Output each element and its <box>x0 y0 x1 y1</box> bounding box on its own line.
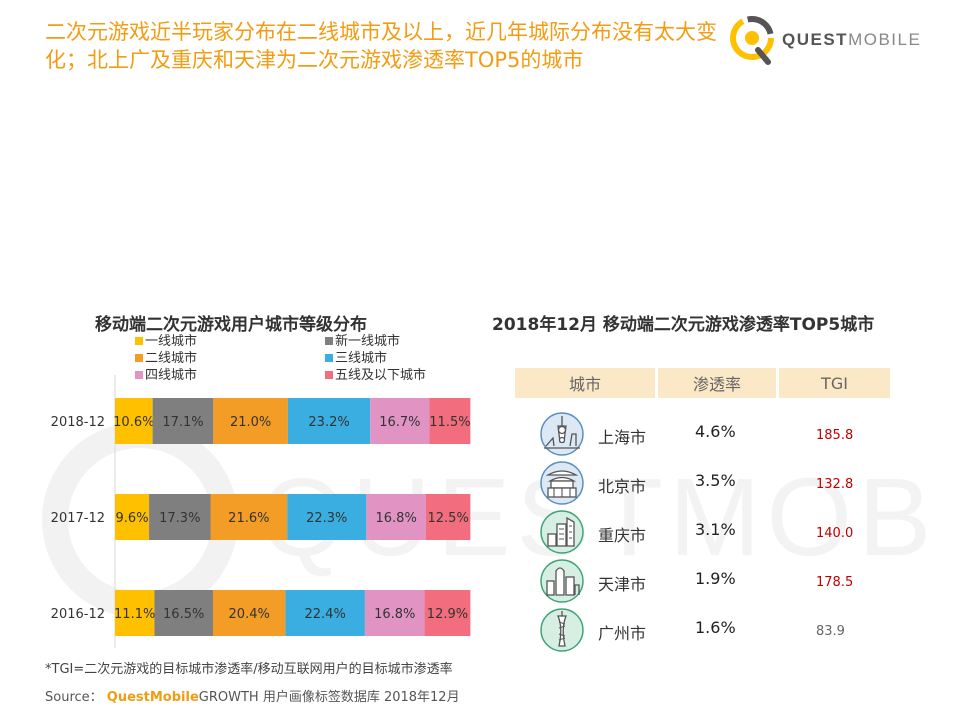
data-label: 23.2% <box>308 415 349 430</box>
category-label: 2016-12 <box>51 607 105 622</box>
legend-swatch <box>135 354 143 362</box>
legend-label: 二线城市 <box>145 350 197 366</box>
table-row: 北京市 3.5% 132.8 <box>540 461 900 505</box>
legend-label: 一线城市 <box>145 333 197 349</box>
bar-chart-title: 移动端二次元游戏用户城市等级分布 <box>95 315 367 335</box>
legend-label: 五线及以下城市 <box>335 367 426 383</box>
bar-segment <box>149 494 211 540</box>
data-label: 17.3% <box>159 511 200 526</box>
data-label: 22.3% <box>306 511 347 526</box>
legend-swatch <box>135 337 143 345</box>
tianjin-skyline-icon <box>540 559 584 603</box>
logo-word-mobile: MOBILE <box>848 30 922 49</box>
city-tgi: 132.8 <box>816 477 854 492</box>
guangzhou-tower-icon <box>540 608 584 652</box>
logo-word-quest: QUEST <box>782 30 849 49</box>
column-header-tgi: TGI <box>779 368 890 398</box>
bar-segment <box>366 494 426 540</box>
page-headline: 二次元游戏近半玩家分布在二线城市及以上，近几年城际分布没有太大变化；北上广及重庆… <box>45 20 717 72</box>
data-label: 21.0% <box>230 415 271 430</box>
data-label: 12.9% <box>427 607 468 622</box>
data-label: 11.1% <box>114 607 155 622</box>
data-label: 10.6% <box>113 415 154 430</box>
bar-segment <box>210 494 288 540</box>
beijing-temple-icon <box>540 461 584 505</box>
bar-segment <box>364 590 425 636</box>
legend-swatch <box>325 337 333 345</box>
city-penetration: 3.5% <box>695 471 736 490</box>
table-header: 城市 渗透率 TGI <box>515 368 890 398</box>
data-label: 16.8% <box>374 607 415 622</box>
column-header-penetration: 渗透率 <box>658 368 776 398</box>
city-penetration: 1.9% <box>695 569 736 588</box>
footnote: *TGI=二次元游戏的目标城市渗透率/移动互联网用户的目标城市渗透率 <box>45 662 453 677</box>
city-penetration: 3.1% <box>695 520 736 539</box>
questmobile-logo: QUESTMOBILE <box>728 12 928 72</box>
data-label: 12.5% <box>428 511 469 526</box>
questmobile-logo-icon <box>730 16 774 65</box>
legend-label: 三线城市 <box>335 350 387 366</box>
city-name: 上海市 <box>598 428 647 447</box>
legend-swatch <box>135 371 143 379</box>
bar-segment <box>287 398 371 444</box>
data-label: 17.1% <box>162 415 203 430</box>
legend-swatch <box>325 354 333 362</box>
city-name: 天津市 <box>598 575 647 594</box>
bar-segment <box>370 398 430 444</box>
city-name: 重庆市 <box>598 526 647 545</box>
legend-swatch <box>325 371 333 379</box>
data-label: 9.6% <box>116 511 149 526</box>
bar-segment <box>154 590 213 636</box>
table-row: 上海市 4.6% 185.8 <box>540 412 900 456</box>
data-label: 16.7% <box>379 415 420 430</box>
bar-segment <box>429 398 471 444</box>
city-tgi: 140.0 <box>816 526 854 541</box>
bar-segment <box>424 590 471 636</box>
data-label: 22.4% <box>305 607 346 622</box>
shanghai-tower-icon <box>540 412 584 456</box>
city-tgi: 178.5 <box>816 575 854 590</box>
data-label: 20.4% <box>229 607 270 622</box>
chongqing-skyline-icon <box>540 510 584 554</box>
bar-segment <box>152 398 214 444</box>
bar-segment <box>425 494 471 540</box>
source-label: Source： <box>45 690 103 705</box>
table-chart-title: 2018年12月 移动端二次元游戏渗透率TOP5城市 <box>492 315 875 335</box>
category-label: 2018-12 <box>51 415 105 430</box>
city-penetration: 4.6% <box>695 422 736 441</box>
bar-segment <box>287 494 367 540</box>
logo-wordmark: QUESTMOBILE <box>782 30 921 50</box>
bar-segment <box>213 398 288 444</box>
source-text: GROWTH 用户画像标签数据库 2018年12月 <box>198 690 460 705</box>
city-tgi: 83.9 <box>816 624 845 639</box>
city-penetration: 1.6% <box>695 618 736 637</box>
table-row: 重庆市 3.1% 140.0 <box>540 510 900 554</box>
category-label: 2017-12 <box>51 511 105 526</box>
city-tgi: 185.8 <box>816 428 854 443</box>
legend-label: 四线城市 <box>145 367 197 383</box>
bar-segment <box>115 398 153 444</box>
source-brand: QuestMobile <box>106 690 199 705</box>
bar-segment <box>212 590 286 636</box>
bar-segment <box>115 494 150 540</box>
table-row: 广州市 1.6% 83.9 <box>540 608 900 652</box>
data-label: 11.5% <box>429 415 470 430</box>
data-label: 21.6% <box>228 511 269 526</box>
table-row: 天津市 1.9% 178.5 <box>540 559 900 603</box>
data-label: 16.5% <box>163 607 204 622</box>
bar-segment <box>115 590 155 636</box>
source-line: Source： QuestMobileGROWTH 用户画像标签数据库 2018… <box>45 686 460 705</box>
column-header-city: 城市 <box>515 368 655 398</box>
legend-label: 新一线城市 <box>335 333 400 349</box>
city-name: 广州市 <box>598 624 647 643</box>
data-label: 16.8% <box>376 511 417 526</box>
city-name: 北京市 <box>598 477 647 496</box>
bar-segment <box>285 590 365 636</box>
